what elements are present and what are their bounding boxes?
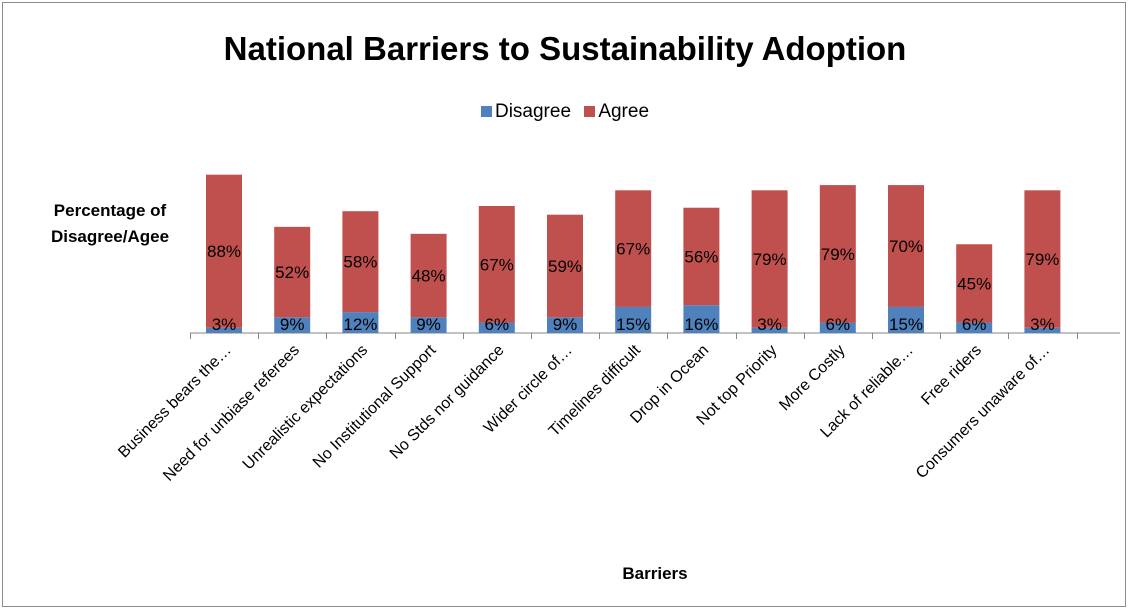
data-label-disagree: 16% [684,315,718,334]
data-label-agree: 56% [684,247,718,266]
bar-agree [1024,190,1061,328]
legend-label-disagree: Disagree [494,101,572,122]
legend: Disagree Agree [0,101,1130,123]
data-label-agree: 67% [616,240,650,259]
data-label-agree: 45% [957,274,991,293]
bar-disagree [751,327,788,333]
x-tick-label: Business bears the… [115,342,235,462]
x-axis-title: Barriers [622,564,688,583]
x-tick-label: No Institutional Support [310,341,440,471]
data-label-disagree: 12% [343,315,377,334]
data-label-agree: 88% [207,242,241,261]
x-tick-label: Need for unbiase referees [160,342,303,485]
chart-title: National Barriers to Sustainability Adop… [223,30,907,67]
data-label-agree: 67% [480,255,514,274]
data-label-disagree: 9% [280,315,305,334]
data-label-agree: 48% [412,267,446,286]
legend-item-agree: Agree [584,101,649,123]
bar-disagree [683,305,720,333]
x-tick-label: Free riders [918,342,985,409]
bar-agree [206,174,242,328]
y-axis-title: Percentage of Disagree/Agee [50,201,170,246]
bar-disagree [547,317,583,333]
bar-disagree [274,317,311,333]
bar-disagree [888,306,924,333]
bar-agree [751,190,788,328]
bar-disagree [1024,327,1061,333]
data-label-disagree: 6% [962,315,987,334]
data-label-disagree: 9% [416,315,441,334]
bar-disagree [615,306,652,333]
data-label-agree: 79% [821,245,855,264]
legend-item-disagree: Disagree [480,101,572,123]
data-label-disagree: 15% [616,315,650,334]
bar-disagree [206,327,242,333]
data-label-agree: 79% [753,250,787,269]
data-label-disagree: 3% [1030,315,1055,334]
x-tick-label: Unrealistic expectations [240,342,371,473]
x-tick-label: Consumers unaware of… [913,342,1053,482]
legend-label-agree: Agree [598,101,650,122]
data-label-agree: 59% [548,257,582,276]
x-tick-label: No Stds nor guidance [387,342,508,463]
data-label-disagree: 6% [826,315,851,334]
bar-disagree [956,322,993,333]
bar-agree [274,226,311,318]
bar-agree [888,185,924,307]
legend-swatch-agree [584,106,596,117]
data-label-disagree: 3% [757,315,782,334]
x-tick-label: More Costly [776,342,848,414]
data-label-agree: 52% [275,263,309,282]
bar-disagree [819,322,856,333]
bar-agree [819,185,856,323]
legend-swatch-disagree [480,106,492,117]
bar-agree [683,207,720,306]
bar-agree [478,205,515,323]
bar-agree [410,233,447,318]
bar-agree [615,190,652,307]
bar-disagree [410,317,447,333]
data-label-disagree: 6% [485,315,510,334]
data-label-agree: 79% [1025,250,1059,269]
bar-agree [342,211,379,313]
data-label-agree: 70% [889,237,923,256]
bar-agree [956,244,993,323]
bar-disagree [478,322,515,333]
data-label-disagree: 15% [889,315,923,334]
data-label-disagree: 3% [212,315,237,334]
data-label-agree: 58% [343,253,377,272]
bar-disagree [342,312,379,333]
data-label-disagree: 9% [553,315,578,334]
bar-agree [547,214,583,318]
